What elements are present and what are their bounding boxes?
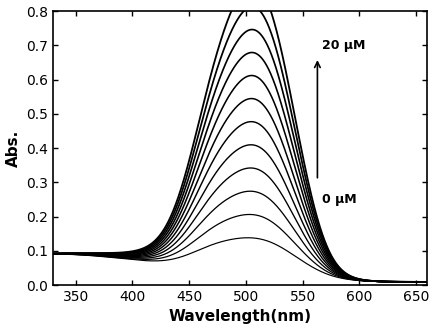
Y-axis label: Abs.: Abs. [6,129,20,167]
Text: 0 μM: 0 μM [322,193,357,206]
Text: 20 μM: 20 μM [322,39,365,52]
X-axis label: Wavelength(nm): Wavelength(nm) [169,310,312,324]
